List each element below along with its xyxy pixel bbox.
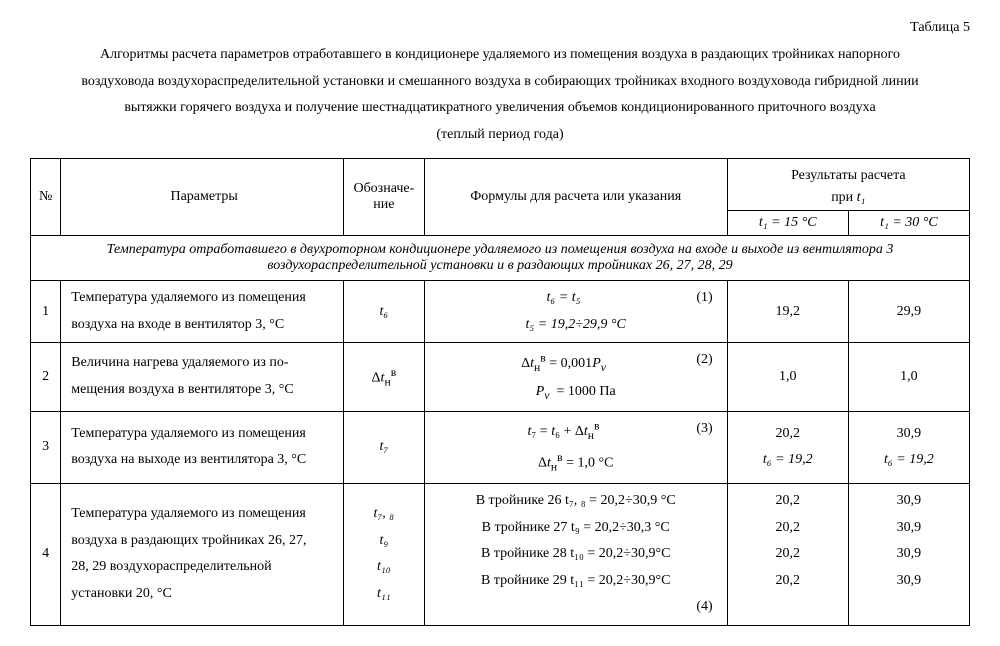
param-line: воздуха в раздающих тройниках 26, 27, <box>71 528 337 555</box>
result-line: t₆ = 19,2 <box>763 452 813 467</box>
formula-text: t₆ = t₅ <box>547 290 581 305</box>
head-t15: t₁ = 15 °C <box>727 210 848 235</box>
row-number: 4 <box>31 484 61 626</box>
table-row: 3 Температура удаляемого из помещения во… <box>31 411 970 483</box>
row-symbol: Δtнв <box>343 343 424 412</box>
table-head-row: № Параметры Обозначе- ние Формулы для ра… <box>31 159 970 211</box>
equation-number: (4) <box>696 594 720 621</box>
formula-text: t₅ = 19,2÷29,9 °C <box>526 317 626 332</box>
param-line: Величина нагрева удаляемого из по- <box>71 350 337 377</box>
result-line: 20,2 <box>734 541 842 568</box>
param-line: Температура удаляемого из помещения <box>71 501 337 528</box>
equation-number: (3) <box>696 416 720 443</box>
param-line: установки 20, °C <box>71 581 337 608</box>
result-line: 30,9 <box>855 421 963 448</box>
row-symbol: t₇ <box>343 411 424 483</box>
formula-text: Pv = 1000 Па <box>431 379 721 407</box>
formula-text: Δtнв = 0,001Pv <box>521 356 606 371</box>
row-symbol: t₇, ₈ t₉ t₁₀ t₁₁ <box>343 484 424 626</box>
formula-text: В тройнике 27 t₉ = 20,2÷30,3 °C <box>431 515 721 542</box>
section-header-row: Температура отработавшего в двухроторном… <box>31 235 970 280</box>
symbol-text: t₉ <box>379 533 388 548</box>
result-line: 30,9 <box>855 568 963 595</box>
row-formula: t₆ = t₅ (1) t₅ = 19,2÷29,9 °C <box>424 280 727 342</box>
result-line: 30,9 <box>855 515 963 542</box>
caption-line: (теплый период года) <box>30 122 970 149</box>
param-line: мещения воздуха в вентиляторе 3, °C <box>71 377 337 404</box>
result-line: t₆ = 19,2 <box>884 452 934 467</box>
row-formula: Δtнв = 0,001Pv (2) Pv = 1000 Па <box>424 343 727 412</box>
head-results-l2a: при <box>831 190 856 205</box>
formula-text: В тройнике 29 t₁₁ = 20,2÷30,9°C <box>431 568 721 595</box>
row-result-30: 1,0 <box>848 343 969 412</box>
caption-line: Алгоритмы расчета параметров отработавше… <box>30 42 970 69</box>
row-result-15: 1,0 <box>727 343 848 412</box>
table-row: 2 Величина нагрева удаляемого из по- мещ… <box>31 343 970 412</box>
formula-text: Δtнв = 1,0 °C <box>431 447 721 479</box>
result-line: 30,9 <box>855 541 963 568</box>
symbol-text: t₆ <box>379 304 388 319</box>
row-result-15: 20,2 20,2 20,2 20,2 <box>727 484 848 626</box>
head-num: № <box>31 159 61 236</box>
head-sym: Обозначе- ние <box>343 159 424 236</box>
row-result-30: 29,9 <box>848 280 969 342</box>
equation-number: (1) <box>696 285 720 312</box>
result-line: 20,2 <box>734 421 842 448</box>
result-line: 20,2 <box>734 488 842 515</box>
param-line: воздуха на выходе из вентилятора 3, °C <box>71 447 337 474</box>
param-line: 28, 29 воздухораспределительной <box>71 554 337 581</box>
row-number: 1 <box>31 280 61 342</box>
row-param: Температура удаляемого из помещения возд… <box>61 484 344 626</box>
result-line: 20,2 <box>734 515 842 542</box>
row-param: Температура удаляемого из помещения возд… <box>61 411 344 483</box>
head-t30: t₁ = 30 °C <box>848 210 969 235</box>
section-header-text: Температура отработавшего в двухроторном… <box>31 235 970 280</box>
row-number: 3 <box>31 411 61 483</box>
formula-text: В тройнике 26 t₇, ₈ = 20,2÷30,9 °C <box>431 488 721 515</box>
table-caption: Алгоритмы расчета параметров отработавше… <box>30 42 970 148</box>
table-row: 4 Температура удаляемого из помещения во… <box>31 484 970 626</box>
symbol-text: t₁₁ <box>377 586 391 601</box>
head-results-var: t₁ <box>857 190 866 205</box>
row-result-30: 30,9 30,9 30,9 30,9 <box>848 484 969 626</box>
row-param: Температура удаляемого из помещения возд… <box>61 280 344 342</box>
caption-line: вытяжки горячего воздуха и получение шес… <box>30 95 970 122</box>
head-results: Результаты расчета при t₁ <box>727 159 969 211</box>
row-formula: t₇ = t₆ + Δtнв (3) Δtнв = 1,0 °C <box>424 411 727 483</box>
param-line: Температура удаляемого из помещения <box>71 285 337 312</box>
formula-text: В тройнике 28 t₁₀ = 20,2÷30,9°C <box>431 541 721 568</box>
equation-number: (2) <box>696 347 720 374</box>
row-symbol: t₆ <box>343 280 424 342</box>
param-line: воздуха на входе в вентилятор 3, °C <box>71 312 337 339</box>
row-param: Величина нагрева удаляемого из по- мещен… <box>61 343 344 412</box>
head-param: Параметры <box>61 159 344 236</box>
table-number-label: Таблица 5 <box>30 20 970 36</box>
head-form: Формулы для расчета или указания <box>424 159 727 236</box>
row-number: 2 <box>31 343 61 412</box>
head-t30-text: t₁ = 30 °C <box>880 215 938 230</box>
row-formula: В тройнике 26 t₇, ₈ = 20,2÷30,9 °C В тро… <box>424 484 727 626</box>
symbol-text: t₁₀ <box>377 559 391 574</box>
head-t15-text: t₁ = 15 °C <box>759 215 817 230</box>
result-line: 20,2 <box>734 568 842 595</box>
data-table: № Параметры Обозначе- ние Формулы для ра… <box>30 158 970 626</box>
result-line: 30,9 <box>855 488 963 515</box>
head-results-l1: Результаты расчета <box>734 163 963 190</box>
formula-text: t₇ = t₆ + Δtнв <box>528 424 600 439</box>
row-result-15: 20,2 t₆ = 19,2 <box>727 411 848 483</box>
symbol-text: t₇, ₈ <box>374 506 395 521</box>
row-result-30: 30,9 t₆ = 19,2 <box>848 411 969 483</box>
caption-line: воздуховода воздухораспределительной уст… <box>30 69 970 96</box>
row-result-15: 19,2 <box>727 280 848 342</box>
table-row: 1 Температура удаляемого из помещения во… <box>31 280 970 342</box>
param-line: Температура удаляемого из помещения <box>71 421 337 448</box>
symbol-text: t₇ <box>379 439 388 454</box>
